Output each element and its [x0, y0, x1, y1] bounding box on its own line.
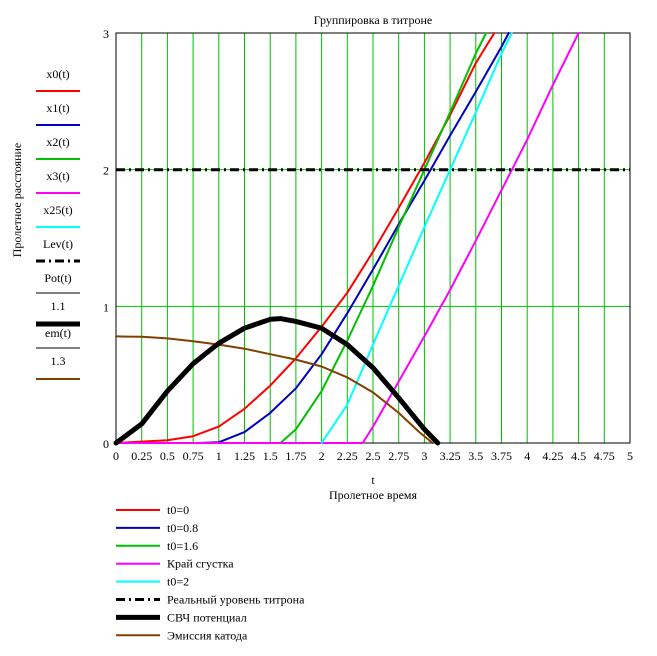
y-label-x0: x0(t): [36, 67, 80, 92]
plot-border: [115, 32, 631, 444]
y-tick-label: 2: [103, 164, 109, 178]
x-tick-label: 4.75: [594, 449, 615, 463]
y-label-text: Pot(t): [44, 271, 71, 285]
x-tick-label: 1.25: [234, 449, 255, 463]
legend-item-Lev: Реальный уровень титрона: [116, 593, 305, 607]
x-tick-label: 4.5: [571, 449, 586, 463]
plot-frame: [115, 32, 631, 444]
legend-label: t0=0: [167, 503, 189, 517]
legend-item-x25: t0=2: [116, 575, 189, 589]
y-label-Lev: Lev(t): [36, 237, 80, 263]
x-tick-label: 3: [421, 449, 427, 463]
y-label-Pot: Pot(t) 1.1: [36, 271, 80, 327]
y-label-x1: x1(t): [36, 101, 80, 126]
x-tick-label: 2.75: [388, 449, 409, 463]
y-axis-series-labels: x0(t) x1(t) x2(t) x3(t) x25(t) Lev(t) Pot(t) 1.…: [36, 67, 80, 380]
legend-label: СВЧ потенциал: [167, 610, 247, 624]
x-tick-label: 1.75: [285, 449, 306, 463]
legend-item-em: Эмиссия катода: [116, 628, 248, 642]
legend-label: Эмиссия катода: [167, 628, 248, 642]
y-label-x25: x25(t): [36, 203, 80, 228]
series-line-Pot: [113, 316, 441, 446]
y-axis-label: Пролетное расстояние: [10, 143, 24, 258]
x-tick-label: 0: [113, 449, 119, 463]
x-tick-label: 3.25: [440, 449, 461, 463]
x-axis-variable: t: [371, 473, 375, 487]
x-tick-label: 2.25: [337, 449, 358, 463]
legend-label: t0=2: [167, 575, 189, 589]
series-layer: [113, 32, 630, 446]
y-label-x2: x2(t): [36, 135, 80, 160]
y-label-em: em(t) 1.3: [36, 326, 80, 380]
x-tick-label: 5: [627, 449, 633, 463]
x-tick-label: 3.5: [468, 449, 483, 463]
y-label-text: x3(t): [46, 169, 69, 183]
x-tick-label: 3.75: [491, 449, 512, 463]
y-label-divisor: 1.3: [51, 354, 66, 368]
legend-label: t0=0.8: [167, 521, 198, 535]
y-tick-label: 0: [103, 437, 109, 451]
y-label-text: x1(t): [46, 101, 69, 115]
y-tick-label: 1: [103, 300, 109, 314]
x-tick-label: 0.25: [131, 449, 152, 463]
series-line-x0: [115, 32, 496, 444]
legend-label: Реальный уровень титрона: [167, 593, 305, 607]
legend-item-x2: t0=1.6: [116, 539, 198, 553]
legend-label: t0=1.6: [167, 539, 198, 553]
legend-item-x0: t0=0: [116, 503, 189, 517]
x-tick-label: 0.5: [160, 449, 175, 463]
x-tick-label: 1: [216, 449, 222, 463]
series-line-x3: [115, 32, 580, 444]
legend-item-x1: t0=0.8: [116, 521, 198, 535]
y-tick-labels: 0 1 2 3: [103, 27, 109, 451]
legend-item-x3: Край сгустка: [116, 557, 234, 571]
x-tick-label: 2: [319, 449, 325, 463]
x-tick-label: 4: [524, 449, 530, 463]
series-line-em: [115, 335, 434, 444]
y-label-text: x25(t): [43, 203, 72, 217]
series-line-x25: [320, 32, 513, 444]
y-label-text: Lev(t): [43, 237, 73, 251]
x-tick-label: 1.5: [263, 449, 278, 463]
grid: [115, 32, 631, 444]
series-line-x1: [197, 32, 510, 444]
y-label-text: x0(t): [46, 67, 69, 81]
y-label-x3: x3(t): [36, 169, 80, 194]
chart-title: Группировка в титроне: [314, 13, 432, 27]
x-tick-label: 0.75: [183, 449, 204, 463]
y-label-text: em(t): [45, 326, 71, 340]
y-label-text: x2(t): [46, 135, 69, 149]
legend-label: Край сгустка: [167, 557, 234, 571]
legend: t0=0 t0=0.8 t0=1.6 Край сгустка t0=2 Реальный…: [116, 503, 305, 642]
x-tick-label: 2.5: [366, 449, 381, 463]
legend-item-Pot: СВЧ потенциал: [116, 610, 247, 624]
x-axis-label: Пролетное время: [329, 488, 418, 502]
series-line-x2: [279, 32, 488, 444]
y-tick-label: 3: [103, 27, 109, 41]
x-tick-labels: 0 0.25 0.5 0.75 1 1.25 1.5 1.75 2 2.25 2.5 2.75 3 3.2…: [113, 449, 633, 463]
x-tick-label: 4.25: [542, 449, 563, 463]
y-label-divisor: 1.1: [51, 299, 66, 313]
